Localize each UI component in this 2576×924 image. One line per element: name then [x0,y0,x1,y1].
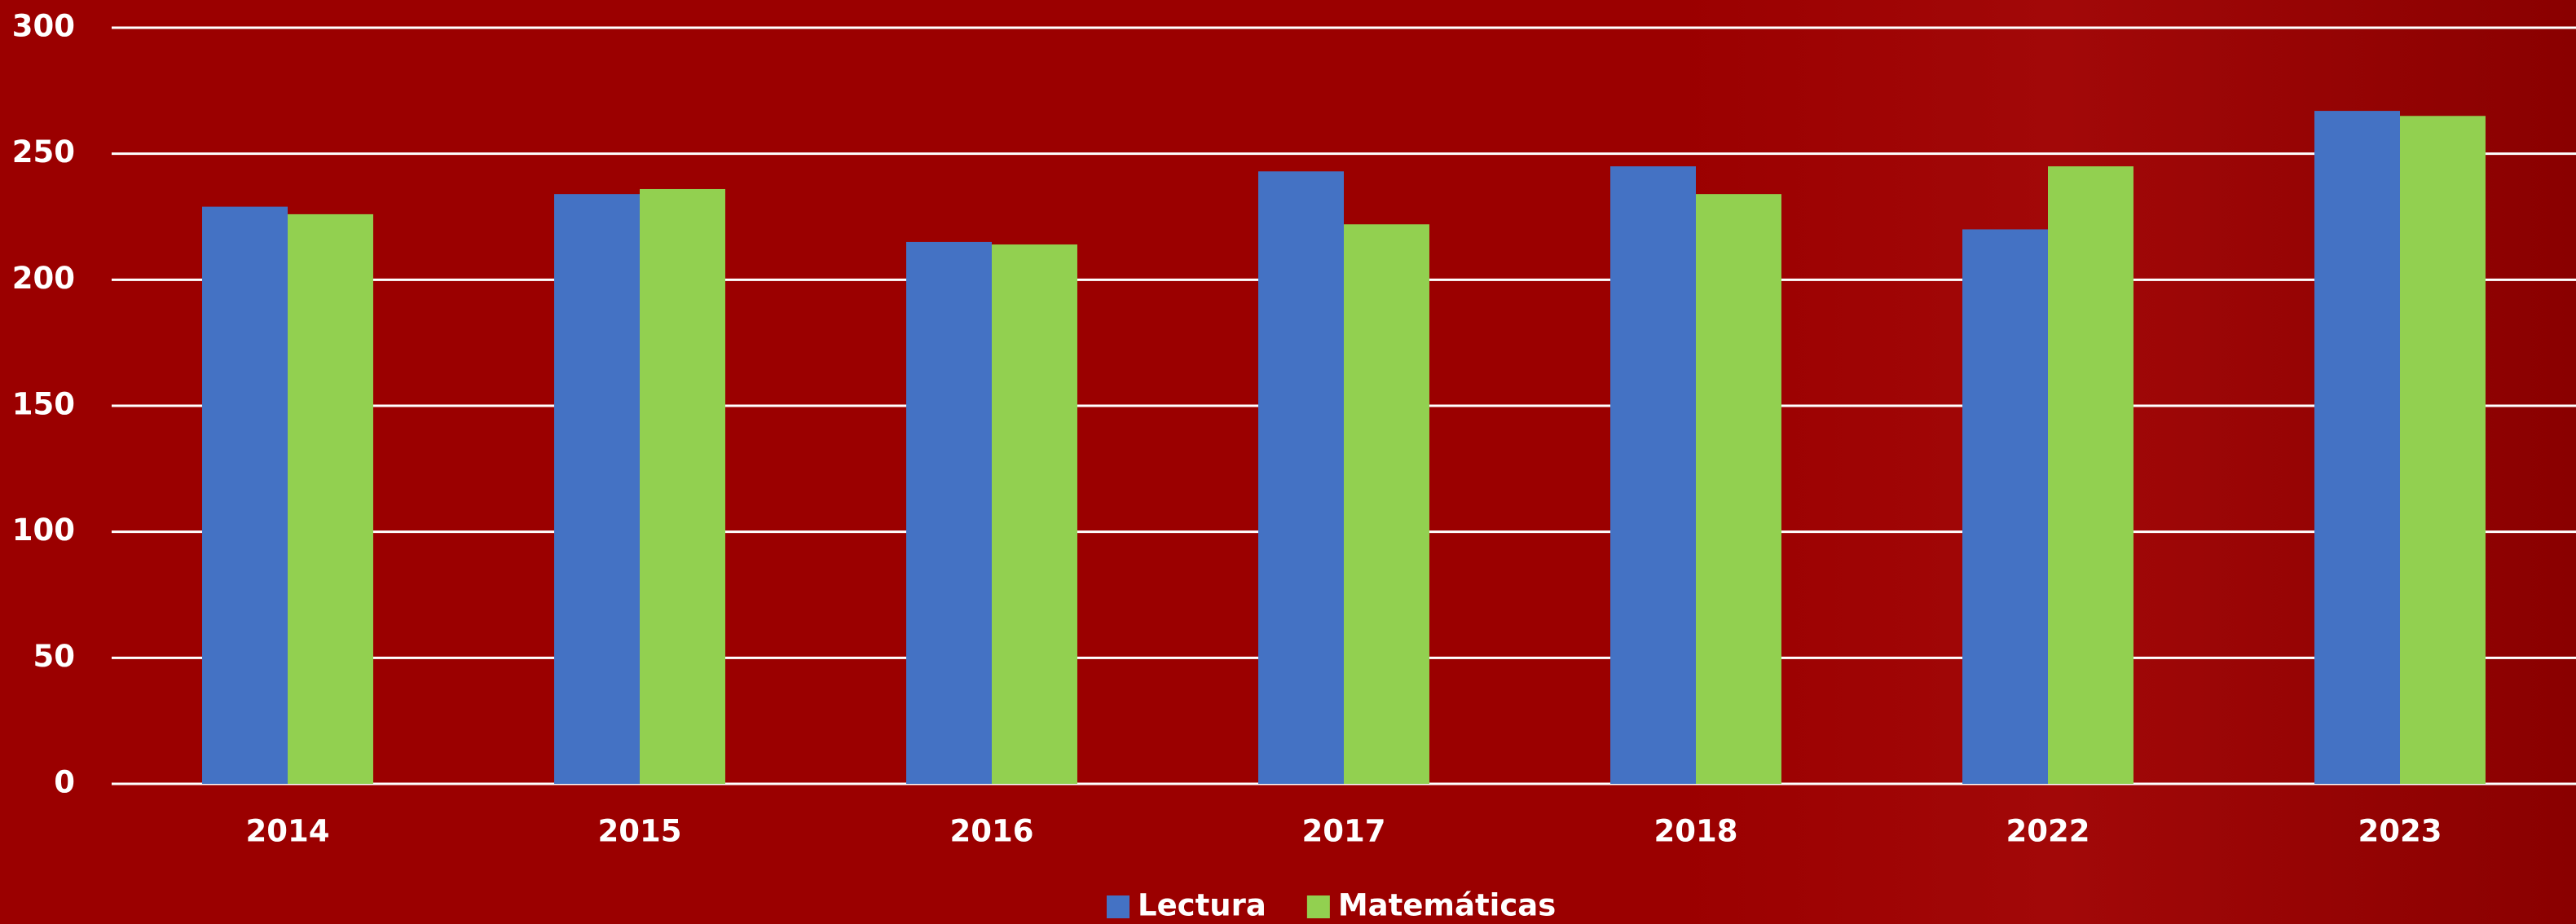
bar [202,206,288,785]
legend-label: Lectura [1138,888,1266,923]
legend-swatch [1306,895,1330,918]
x-tick-label: 2015 [598,814,682,849]
bar [554,194,640,784]
bar [1962,229,2048,784]
bar [992,244,1077,784]
y-tick-label: 300 [12,9,75,44]
bar [906,241,992,784]
bar [288,213,373,784]
bar [1344,224,1429,784]
x-tick-label: 2022 [2006,814,2090,849]
legend-label: Matemáticas [1338,888,1556,923]
y-tick-label: 100 [12,513,75,548]
bar [2048,166,2133,785]
bar [1610,166,1696,785]
y-tick-label: 50 [33,639,76,674]
x-tick-label: 2016 [950,814,1034,849]
bar [1696,194,1781,784]
y-tick-label: 0 [54,765,75,800]
y-tick-label: 250 [12,134,75,169]
legend-swatch [1107,895,1129,918]
bar [640,188,725,784]
bar [2314,111,2400,784]
x-tick-label: 2017 [1302,814,1386,849]
y-tick-label: 200 [12,261,75,296]
x-tick-label: 2023 [2358,814,2442,849]
x-tick-label: 2014 [246,814,330,849]
bar [1258,171,1344,784]
y-tick-label: 150 [12,387,75,422]
x-tick-label: 2018 [1654,814,1738,849]
bar [2400,116,2486,784]
